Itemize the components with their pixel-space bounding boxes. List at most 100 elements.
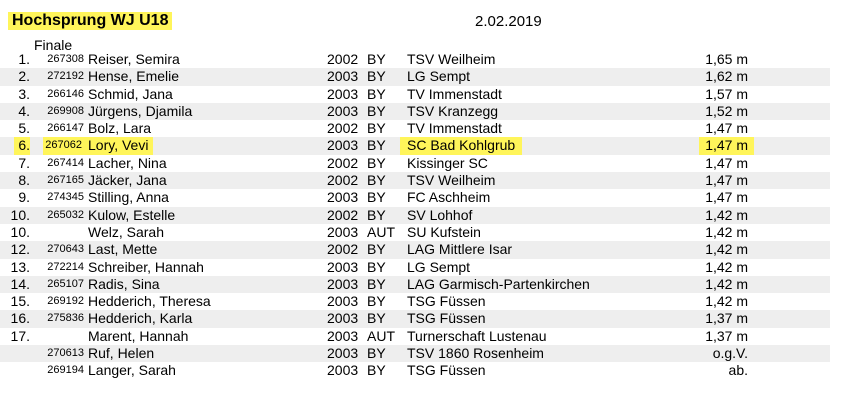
result-cell: 1,37 m [705, 310, 748, 327]
place-cell: 9. [18, 189, 30, 206]
athlete-name-cell: Jäcker, Jana [88, 172, 167, 189]
birth-year-cell: 2003 [327, 275, 359, 292]
athlete-name-cell: Lacher, Nina [88, 154, 167, 171]
table-row: 10. Welz, Sarah 2003 AUT SU Kufstein 1,42 m [0, 224, 830, 241]
place-cell: 17. [10, 327, 30, 344]
athlete-name-cell: Hense, Emelie [88, 68, 180, 85]
table-row: 8. 267165 Jäcker, Jana 2002 BY TSV Weilheim 1,… [0, 172, 830, 190]
birth-year-cell: 2002 [327, 51, 359, 67]
result-cell: 1,65 m [705, 51, 748, 67]
club-cell: TSV Weilheim [407, 51, 496, 67]
club-cell: LAG Garmisch-Partenkirchen [407, 275, 590, 292]
region-cell: BY [367, 293, 386, 310]
table-row: 2. 272192 Hense, Emelie 2003 BY LG Sempt 1,62 … [0, 68, 830, 86]
place-cell: 3. [18, 85, 30, 102]
region-cell: BY [367, 241, 386, 258]
region-cell: BY [367, 137, 386, 154]
athlete-name-cell: Welz, Sarah [88, 223, 164, 240]
athlete-id-cell: 269194 [47, 364, 84, 377]
birth-year-cell: 2002 [327, 241, 359, 258]
region-cell: BY [367, 189, 386, 206]
result-cell: o.g.V. [712, 345, 748, 362]
table-row: 4. 269908 Jürgens, Djamila 2003 BY TSV Kranze… [0, 102, 830, 121]
athlete-name-cell: Hedderich, Theresa [88, 293, 211, 310]
result-cell: 1,42 m [705, 293, 748, 310]
athlete-name-cell: Hedderich, Karla [88, 310, 193, 327]
place-cell: 5. [18, 120, 30, 137]
athlete-id-cell: 272192 [47, 70, 84, 83]
result-cell: 1,47 m [705, 120, 748, 137]
region-cell: BY [367, 154, 386, 171]
place-cell: 4. [18, 102, 30, 119]
result-cell: 1,57 m [705, 85, 748, 102]
club-cell: LG Sempt [407, 68, 471, 85]
club-cell: SV Lohhof [407, 206, 473, 223]
region-cell: BY [367, 206, 386, 223]
birth-year-cell: 2003 [327, 293, 359, 310]
club-cell: TV Immenstadt [407, 85, 502, 102]
result-cell: 1,47 m [705, 189, 748, 206]
club-cell: SC Bad Kohlgrub [400, 137, 523, 155]
athlete-id-cell: 267062 [43, 137, 84, 155]
table-row: 12. 270643 Last, Mette 2002 BY LAG Mittlere I… [0, 241, 830, 259]
event-date: 2.02.2019 [475, 13, 542, 30]
place-cell: 15. [10, 293, 30, 310]
athlete-name-cell: Lory, Vevi [83, 137, 154, 155]
result-cell: 1,42 m [705, 275, 748, 292]
athlete-id-cell: 269908 [47, 104, 84, 117]
table-row: 17. Marent, Hannah 2003 AUT Turnerschaft Lus… [0, 328, 830, 345]
athlete-id-cell: 265107 [47, 277, 84, 290]
birth-year-cell: 2002 [327, 120, 359, 137]
athlete-name-cell: Kulow, Estelle [88, 206, 176, 223]
table-row: 3. 266146 Schmid, Jana 2003 BY TV Immenstadt 1… [0, 86, 830, 103]
place-cell: 7. [18, 154, 30, 171]
place-cell: 1. [18, 51, 30, 67]
place-cell: 13. [10, 258, 30, 275]
table-row: 14. 265107 Radis, Sina 2003 BY LAG Garmisch-P… [0, 275, 830, 294]
result-cell: 1,52 m [705, 102, 748, 119]
table-row: 5. 266147 Bolz, Lara 2002 BY TV Immenstadt 1,4… [0, 120, 830, 137]
result-cell: 1,37 m [705, 327, 748, 344]
athlete-id-cell: 272214 [47, 260, 84, 273]
athlete-name-cell: Radis, Sina [88, 275, 160, 292]
result-cell: 1,47 m [705, 154, 748, 171]
birth-year-cell: 2002 [327, 206, 359, 223]
page-title: Hochsprung WJ U18 [8, 12, 173, 30]
region-cell: BY [367, 275, 386, 292]
result-cell: 1,47 m [699, 137, 754, 155]
result-cell: ab. [728, 362, 748, 379]
region-cell: BY [367, 310, 386, 327]
region-cell: AUT [367, 223, 395, 240]
region-cell: BY [367, 68, 386, 85]
club-cell: LG Sempt [407, 258, 471, 275]
club-cell: Turnerschaft Lustenau [407, 327, 547, 344]
place-cell: 6. [14, 137, 30, 155]
birth-year-cell: 2003 [327, 345, 359, 362]
region-cell: BY [367, 102, 386, 119]
athlete-name-cell: Stilling, Anna [88, 189, 169, 206]
club-cell: LAG Mittlere Isar [407, 241, 513, 258]
table-row: 270613 Ruf, Helen 2003 BY TSV 1860 Rosenheim… [0, 345, 830, 363]
club-cell: TSV 1860 Rosenheim [407, 345, 544, 362]
table-row: 16. 275836 Hedderich, Karla 2003 BY TSG Füsse… [0, 310, 830, 328]
birth-year-cell: 2002 [327, 154, 359, 171]
table-row: 10. 265032 Kulow, Estelle 2002 BY SV Lohhof 1,… [0, 206, 830, 224]
place-cell: 16. [10, 310, 30, 327]
region-cell: BY [367, 345, 386, 362]
athlete-id-cell: 274345 [47, 191, 84, 204]
athlete-name-cell: Jürgens, Djamila [88, 102, 193, 119]
birth-year-cell: 2003 [327, 102, 359, 119]
place-cell: 10. [10, 206, 30, 223]
birth-year-cell: 2003 [327, 362, 359, 379]
place-cell: 12. [10, 241, 30, 258]
table-row: 13. 272214 Schreiber, Hannah 2003 BY LG Sempt… [0, 259, 830, 276]
club-cell: TSG Füssen [407, 310, 486, 327]
athlete-id-cell: 269192 [47, 295, 84, 308]
birth-year-cell: 2003 [327, 68, 359, 85]
athlete-name-cell: Ruf, Helen [88, 345, 155, 362]
athlete-name-cell: Last, Mette [88, 241, 158, 258]
table-row: 6. 267062 Lory, Vevi 2003 BY SC Bad Kohlgrub 1… [0, 137, 830, 155]
result-cell: 1,62 m [705, 68, 748, 85]
table-row: 1. 267308 Reiser, Semira 2002 BY TSV Weilheim… [0, 51, 830, 68]
athlete-id-cell: 267414 [47, 156, 84, 169]
